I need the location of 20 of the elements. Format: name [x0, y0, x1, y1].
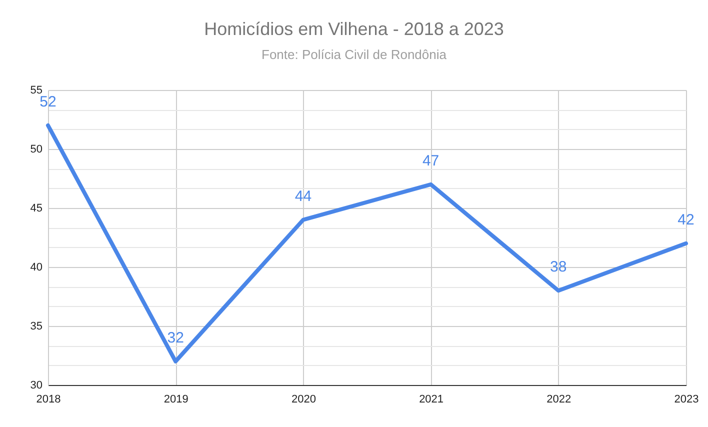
x-tick-label: 2018	[36, 394, 61, 406]
x-tick-label: 2020	[291, 394, 316, 406]
y-tick-label: 45	[30, 202, 42, 214]
chart-subtitle: Fonte: Polícia Civil de Rondônia	[262, 47, 448, 62]
data-label: 44	[294, 188, 312, 205]
data-label: 42	[678, 211, 694, 228]
x-tick-label: 2021	[419, 394, 444, 406]
data-label: 38	[550, 258, 567, 276]
data-label: 32	[167, 329, 184, 346]
y-tick-label: 30	[30, 380, 42, 392]
y-tick-label: 35	[30, 320, 42, 332]
chart-title: Homicídios em Vilhena - 2018 a 2023	[204, 19, 504, 39]
y-tick-label: 55	[30, 84, 42, 96]
data-label: 52	[40, 93, 56, 110]
data-label: 47	[422, 152, 440, 170]
x-tick-label: 2022	[546, 394, 572, 406]
x-tick-label: 2023	[674, 394, 699, 406]
y-tick-label: 40	[30, 262, 42, 274]
y-tick-label: 50	[30, 144, 42, 156]
x-tick-label: 2019	[164, 394, 188, 406]
